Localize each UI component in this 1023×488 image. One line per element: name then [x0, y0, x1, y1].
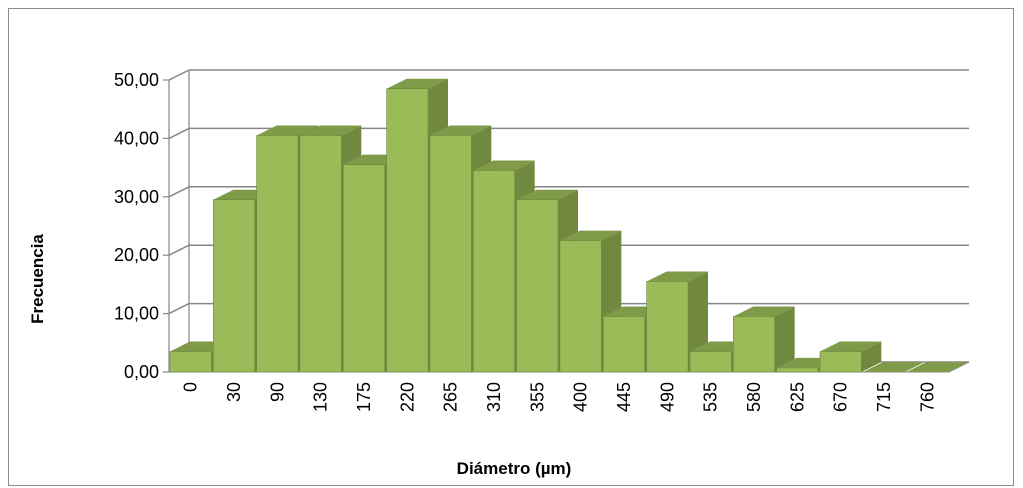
x-tick-label: 220	[397, 382, 417, 412]
x-tick-label: 265	[441, 382, 461, 412]
bar-top	[863, 362, 925, 372]
bar-top	[646, 271, 708, 282]
bar-top	[300, 125, 362, 136]
bar-top	[473, 160, 535, 171]
x-tick-label: 625	[787, 382, 807, 412]
bar-front	[819, 351, 862, 373]
bar-front	[429, 135, 472, 373]
bar-top	[430, 125, 492, 136]
bar-front	[299, 135, 342, 373]
x-tick-label: 175	[354, 382, 374, 412]
bar-front	[733, 316, 775, 373]
x-axis-title: Diámetro (µm)	[457, 459, 572, 478]
gridline-diagonal	[168, 244, 190, 256]
bar	[733, 306, 795, 373]
bar-top	[560, 230, 622, 241]
bar-top	[516, 189, 578, 200]
bar	[906, 362, 968, 372]
bar	[819, 341, 882, 373]
bar	[863, 362, 925, 372]
x-tick-label: 445	[614, 382, 634, 412]
x-tick-label: 760	[917, 382, 937, 412]
bar-front	[169, 351, 212, 373]
gridline-diagonal	[168, 69, 190, 81]
x-tick-label: 535	[701, 382, 721, 412]
bar-chart: 0,00 10,00 20,00 30,00 40,00 50,00 0 30 90 130 17…	[28, 69, 970, 478]
bar-top	[733, 306, 795, 317]
x-axis-ticks: 0 30 90 130 175 220 265 310 355 400 445 490 535 580 62…	[181, 382, 938, 412]
bar-top	[256, 125, 318, 136]
bar-front	[386, 88, 429, 373]
x-tick-label: 490	[657, 382, 677, 412]
gridline-diagonal	[168, 127, 190, 140]
x-tick-label: 0	[181, 382, 201, 392]
bar-top	[820, 341, 882, 352]
x-tick-label: 355	[527, 382, 547, 412]
x-tick-label: 715	[874, 382, 894, 412]
x-tick-label: 670	[831, 382, 851, 412]
bar-front	[516, 199, 559, 373]
bars	[169, 78, 968, 373]
bar-front	[473, 170, 515, 373]
x-tick-label: 130	[311, 382, 331, 412]
bar-front	[776, 367, 819, 373]
bar-top	[386, 78, 448, 89]
y-tick-label: 20,00	[114, 245, 159, 265]
x-tick-label: 90	[267, 382, 287, 402]
bar	[473, 160, 535, 373]
bar-front	[603, 316, 645, 373]
x-tick-label: 400	[571, 382, 591, 412]
chart-area: 0,00 10,00 20,00 30,00 40,00 50,00 0 30 90 130 17…	[8, 8, 1014, 486]
y-axis-ticks: 0,00 10,00 20,00 30,00 40,00 50,00	[114, 70, 159, 382]
bar-front	[689, 351, 732, 373]
x-tick-label: 310	[484, 382, 504, 412]
gridline-diagonal	[168, 302, 190, 315]
y-tick-label: 30,00	[114, 187, 159, 207]
x-tick-label: 580	[744, 382, 764, 412]
bar-front	[256, 135, 299, 373]
bar-top	[906, 362, 968, 372]
bar-front	[559, 240, 602, 373]
bar-front	[343, 164, 385, 373]
bar-side	[861, 341, 882, 372]
bar	[646, 271, 708, 373]
bar-front	[213, 199, 255, 373]
y-tick-label: 40,00	[114, 128, 159, 148]
y-tick-label: 0,00	[124, 362, 159, 382]
gridline-diagonal	[168, 186, 190, 198]
x-tick-label: 30	[224, 382, 244, 402]
y-tick-label: 50,00	[114, 70, 159, 90]
bar-side	[774, 306, 795, 372]
y-axis-title: Frecuencia	[28, 234, 47, 324]
y-tick-label: 10,00	[114, 304, 159, 324]
bar-front	[646, 281, 689, 373]
